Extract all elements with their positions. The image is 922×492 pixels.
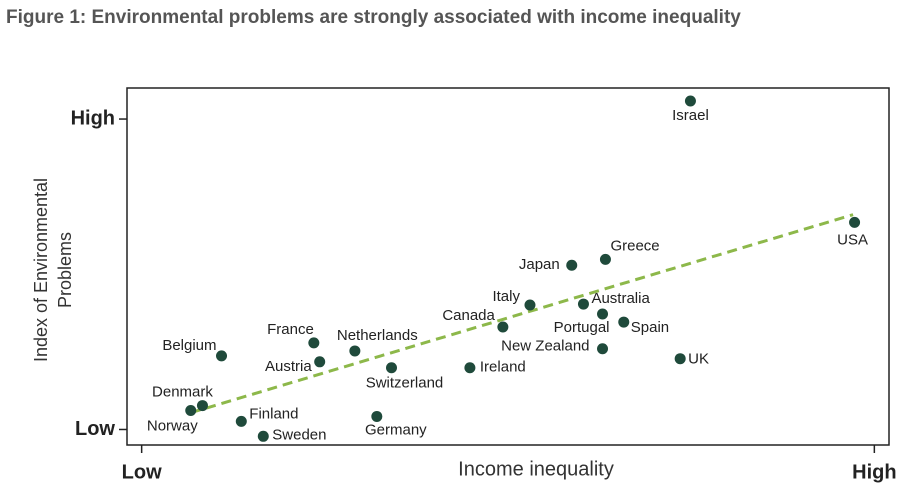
point bbox=[674, 353, 686, 365]
point-label: Israel bbox=[672, 107, 709, 124]
point-label: Denmark bbox=[152, 384, 213, 401]
point-label: Austria bbox=[265, 358, 312, 375]
y-tick-label: Low bbox=[75, 418, 115, 440]
x-tick-label: High bbox=[852, 461, 896, 483]
point bbox=[464, 362, 476, 374]
point-label: New Zealand bbox=[501, 338, 589, 355]
y-axis-label-line: Index of Environmental bbox=[31, 178, 51, 362]
plot-frame bbox=[126, 87, 890, 446]
point bbox=[314, 356, 326, 368]
point bbox=[597, 343, 609, 355]
point bbox=[308, 337, 320, 349]
point-label: Italy bbox=[492, 288, 520, 305]
point-label: Japan bbox=[519, 256, 560, 273]
point-label: Sweden bbox=[272, 426, 326, 443]
point-label: USA bbox=[837, 231, 868, 248]
y-tick-label: High bbox=[71, 107, 115, 129]
x-axis-label: Income inequality bbox=[458, 458, 614, 480]
point-label: Canada bbox=[442, 307, 495, 324]
point bbox=[566, 259, 578, 271]
trend-line bbox=[190, 213, 854, 415]
point bbox=[185, 405, 197, 417]
point-label: Germany bbox=[365, 421, 427, 438]
point bbox=[196, 400, 208, 412]
y-axis-label-line: Problems bbox=[55, 232, 75, 308]
point-label: Ireland bbox=[480, 359, 526, 376]
point bbox=[849, 216, 861, 228]
point bbox=[597, 308, 609, 320]
point bbox=[599, 253, 611, 265]
point bbox=[349, 345, 361, 357]
point-label: Spain bbox=[631, 319, 669, 336]
point bbox=[684, 95, 696, 107]
point bbox=[235, 415, 247, 427]
chart-title: Figure 1: Environmental problems are str… bbox=[6, 7, 741, 28]
point-label: UK bbox=[688, 351, 709, 368]
point bbox=[216, 350, 228, 362]
point bbox=[524, 299, 536, 311]
point bbox=[577, 298, 589, 310]
point-label: France bbox=[267, 321, 314, 338]
point-label: Belgium bbox=[162, 337, 216, 354]
point-label: Switzerland bbox=[366, 375, 444, 392]
point-label: Portugal bbox=[554, 319, 610, 336]
point-label: Finland bbox=[249, 405, 298, 422]
point bbox=[497, 321, 509, 333]
point-label: Australia bbox=[591, 290, 650, 307]
point bbox=[371, 410, 383, 422]
x-tick-label: Low bbox=[122, 461, 162, 483]
point-label: Norway bbox=[147, 418, 198, 435]
point bbox=[386, 362, 398, 374]
point bbox=[618, 316, 630, 328]
point bbox=[257, 430, 269, 442]
y-axis-label: Index of Environmental Problems bbox=[31, 178, 75, 362]
point-label: Netherlands bbox=[337, 327, 418, 344]
point-label: Greece bbox=[610, 237, 659, 254]
